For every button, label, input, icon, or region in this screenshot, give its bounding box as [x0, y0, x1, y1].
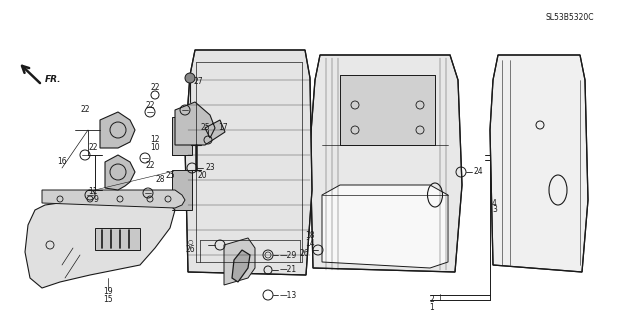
Text: 15: 15 [103, 294, 113, 303]
Polygon shape [490, 55, 588, 272]
Bar [172, 117, 192, 155]
Polygon shape [175, 102, 225, 145]
Polygon shape [105, 155, 135, 190]
Polygon shape [310, 55, 462, 272]
Text: 28: 28 [156, 175, 165, 184]
Text: 2: 2 [429, 295, 435, 305]
Text: 9: 9 [93, 196, 98, 204]
Circle shape [185, 73, 195, 83]
Polygon shape [42, 190, 185, 208]
Polygon shape [224, 238, 255, 285]
Text: —13: —13 [280, 291, 297, 300]
Text: 22: 22 [145, 160, 155, 169]
Polygon shape [340, 75, 435, 145]
Text: 12: 12 [150, 136, 160, 145]
Text: 18: 18 [305, 231, 314, 240]
Text: FR.: FR. [45, 76, 61, 85]
Text: SL53B5320C: SL53B5320C [546, 13, 595, 23]
Text: 22: 22 [145, 101, 155, 110]
Text: 26: 26 [185, 244, 195, 254]
Polygon shape [322, 185, 448, 268]
Text: 11: 11 [88, 188, 98, 197]
Text: 16: 16 [57, 158, 67, 167]
Polygon shape [95, 228, 140, 250]
Polygon shape [232, 250, 250, 282]
Text: 10: 10 [150, 144, 160, 152]
Text: 24: 24 [474, 167, 484, 176]
Text: 4: 4 [492, 198, 497, 207]
Text: 27: 27 [194, 78, 204, 86]
Polygon shape [100, 112, 135, 148]
Text: —21: —21 [280, 265, 297, 275]
Text: —29: —29 [280, 250, 297, 259]
Text: 20: 20 [198, 170, 207, 180]
Bar [172, 170, 192, 210]
Text: 25: 25 [165, 170, 175, 180]
Text: 3: 3 [492, 205, 497, 214]
Text: 14: 14 [305, 240, 315, 249]
Text: 22: 22 [80, 106, 90, 115]
Text: 26: 26 [299, 249, 309, 258]
Text: 22: 22 [150, 84, 160, 93]
Text: 22: 22 [88, 144, 98, 152]
Text: 1: 1 [429, 302, 435, 311]
Text: 19: 19 [103, 287, 113, 296]
Polygon shape [25, 198, 175, 288]
Text: ○: ○ [188, 240, 193, 244]
Text: 17: 17 [218, 123, 228, 132]
Text: 25: 25 [200, 122, 210, 131]
Text: 23: 23 [205, 164, 214, 173]
Polygon shape [185, 50, 312, 275]
